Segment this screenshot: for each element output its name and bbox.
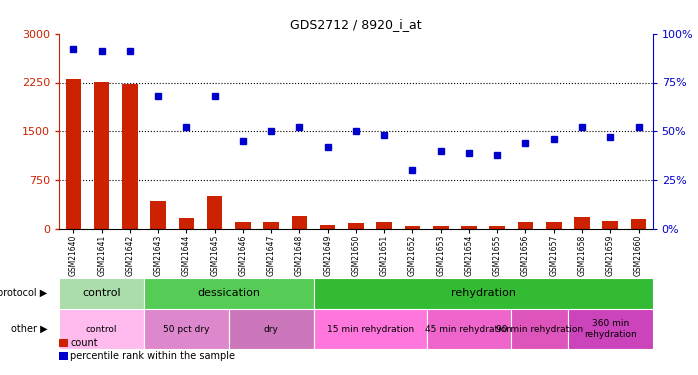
Bar xyxy=(151,201,166,229)
Text: 45 min rehydration: 45 min rehydration xyxy=(426,324,512,334)
Title: GDS2712 / 8920_i_at: GDS2712 / 8920_i_at xyxy=(290,18,422,31)
Bar xyxy=(602,221,618,229)
Bar xyxy=(426,309,512,349)
Bar xyxy=(94,82,110,229)
Text: percentile rank within the sample: percentile rank within the sample xyxy=(70,351,235,361)
Text: 50 pct dry: 50 pct dry xyxy=(163,324,209,334)
Text: dessication: dessication xyxy=(198,288,260,298)
Bar xyxy=(313,278,653,309)
Bar xyxy=(292,216,307,229)
Bar xyxy=(59,278,144,309)
Bar xyxy=(518,222,533,229)
Bar xyxy=(631,219,646,229)
Bar xyxy=(313,309,426,349)
Bar xyxy=(568,309,653,349)
Text: protocol ▶: protocol ▶ xyxy=(0,288,47,298)
Bar xyxy=(144,278,313,309)
Bar xyxy=(405,226,420,229)
Bar xyxy=(122,84,138,229)
Bar xyxy=(433,225,449,229)
Bar xyxy=(144,309,229,349)
Text: 360 min
rehydration: 360 min rehydration xyxy=(584,320,637,339)
Bar xyxy=(229,309,313,349)
Bar xyxy=(489,225,505,229)
Text: count: count xyxy=(70,338,98,348)
Text: control: control xyxy=(86,324,117,334)
Bar xyxy=(461,225,477,229)
Text: control: control xyxy=(82,288,121,298)
Bar xyxy=(376,222,392,229)
Bar xyxy=(207,196,223,229)
Text: other ▶: other ▶ xyxy=(11,324,47,334)
Bar xyxy=(179,218,194,229)
Bar xyxy=(320,225,336,229)
Bar xyxy=(66,79,81,229)
Bar xyxy=(235,222,251,229)
Text: dry: dry xyxy=(264,324,279,334)
Bar xyxy=(348,223,364,229)
Bar xyxy=(59,309,144,349)
Bar xyxy=(263,222,279,229)
Bar xyxy=(546,222,561,229)
Text: rehydration: rehydration xyxy=(451,288,516,298)
Text: 15 min rehydration: 15 min rehydration xyxy=(327,324,414,334)
Text: 90 min rehydration: 90 min rehydration xyxy=(496,324,584,334)
Bar xyxy=(512,309,568,349)
Bar xyxy=(574,217,590,229)
